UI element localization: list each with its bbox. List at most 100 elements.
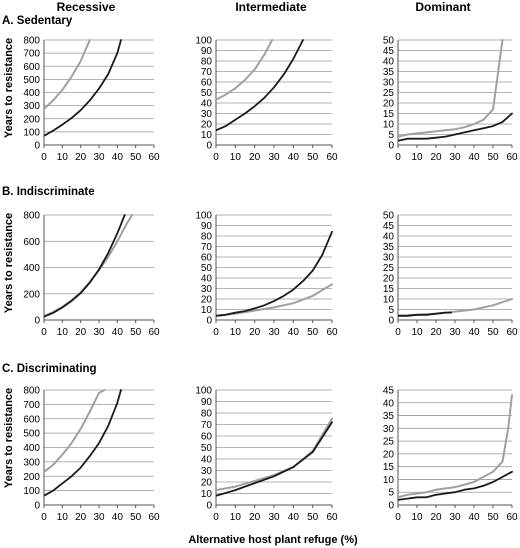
x-tick-label: 20 (430, 512, 442, 523)
x-tick-label: 40 (288, 512, 300, 523)
x-tick-label: 0 (213, 512, 219, 523)
row-label-sedentary: A. Sedentary (2, 15, 73, 27)
y-tick-label: 200 (23, 289, 40, 300)
y-tick-label: 800 (23, 386, 40, 397)
y-tick-label: 15 (383, 462, 395, 473)
series-line-gray (216, 39, 274, 101)
y-tick-label: 50 (383, 36, 395, 47)
series-line-black (398, 311, 453, 317)
x-tick-label: 10 (230, 152, 242, 163)
x-tick-label: 50 (130, 327, 142, 338)
y-tick-label: 35 (383, 242, 395, 253)
x-tick-label: 20 (75, 512, 87, 523)
x-tick-label: 20 (75, 152, 87, 163)
x-tick-label: 60 (148, 327, 160, 338)
x-tick-label: 0 (213, 152, 219, 163)
x-tick-label: 20 (75, 327, 87, 338)
y-tick-label: 30 (201, 466, 213, 477)
x-tick-label: 0 (395, 512, 401, 523)
x-tick-label: 30 (93, 512, 105, 523)
y-tick-label: 90 (201, 46, 213, 57)
series-line-gray (216, 283, 333, 317)
y-tick-label: 20 (383, 99, 395, 110)
y-tick-label: 700 (23, 400, 40, 411)
series-line-gray (398, 394, 513, 499)
x-tick-label: 60 (506, 152, 518, 163)
y-tick-label: 100 (23, 486, 40, 497)
y-tick-label: 45 (383, 386, 395, 397)
y-tick-label: 40 (201, 274, 213, 285)
y-tick-label: 10 (201, 489, 213, 500)
x-tick-label: 20 (249, 327, 261, 338)
y-tick-label: 0 (34, 316, 40, 327)
y-tick-label: 200 (23, 114, 40, 125)
series-line-gray (398, 39, 504, 138)
x-tick-label: 10 (230, 327, 242, 338)
x-tick-label: 50 (307, 152, 319, 163)
y-tick-label: 15 (383, 284, 395, 295)
y-tick-label: 50 (201, 88, 213, 99)
series-line-gray (398, 298, 513, 317)
x-tick-label: 50 (487, 152, 499, 163)
y-tick-label: 10 (201, 305, 213, 316)
y-tick-label: 100 (195, 211, 212, 222)
y-tick-label: 15 (383, 109, 395, 120)
row-label-indiscriminate: B. Indiscriminate (2, 186, 95, 198)
series-line-gray (44, 389, 106, 473)
series-line-black (216, 39, 304, 132)
x-tick-label: 40 (112, 512, 124, 523)
x-tick-label: 60 (506, 327, 518, 338)
x-tick-label: 10 (57, 152, 69, 163)
y-tick-label: 30 (201, 284, 213, 295)
y-tick-label: 35 (383, 411, 395, 422)
x-tick-label: 20 (430, 152, 442, 163)
series-line-black (216, 230, 333, 317)
x-tick-label: 40 (112, 327, 124, 338)
x-tick-label: 10 (411, 327, 423, 338)
y-tick-label: 400 (23, 88, 40, 99)
x-tick-label: 10 (411, 152, 423, 163)
y-tick-label: 30 (383, 78, 395, 89)
y-axis-label-row-a: Years to resistance (3, 38, 15, 138)
y-tick-label: 0 (206, 501, 212, 512)
y-tick-label: 800 (23, 211, 40, 222)
panel-b-recessive: 0 200 400 600 800 0 10 20 30 40 50 60 (23, 211, 160, 339)
x-tick-label: 30 (449, 152, 461, 163)
y-tick-label: 800 (23, 36, 40, 47)
y-tick-label: 400 (23, 443, 40, 454)
series-line-black (398, 470, 513, 501)
y-tick-label: 600 (23, 414, 40, 425)
x-tick-label: 60 (326, 327, 338, 338)
y-tick-label: 0 (388, 141, 394, 152)
x-tick-label: 50 (487, 512, 499, 523)
series-line-black (44, 39, 122, 137)
y-tick-label: 90 (201, 221, 213, 232)
y-tick-label: 40 (383, 57, 395, 68)
y-tick-label: 30 (383, 424, 395, 435)
y-tick-label: 500 (23, 75, 40, 86)
y-tick-label: 80 (201, 409, 213, 420)
x-tick-label: 30 (268, 512, 280, 523)
y-tick-label: 30 (383, 253, 395, 264)
y-tick-label: 25 (383, 437, 395, 448)
y-tick-label: 45 (383, 221, 395, 232)
x-tick-label: 60 (148, 512, 160, 523)
y-tick-label: 10 (383, 120, 395, 131)
y-tick-label: 25 (383, 263, 395, 274)
x-tick-label: 30 (449, 512, 461, 523)
x-tick-label: 40 (468, 152, 480, 163)
x-tick-label: 60 (326, 512, 338, 523)
y-tick-label: 600 (23, 237, 40, 248)
y-tick-label: 40 (201, 455, 213, 466)
y-tick-label: 60 (201, 253, 213, 264)
row-label-discriminating: C. Discriminating (2, 363, 97, 375)
y-axis-label-row-b: Years to resistance (3, 213, 15, 313)
y-tick-label: 25 (383, 88, 395, 99)
x-tick-label: 40 (468, 327, 480, 338)
y-tick-label: 20 (383, 449, 395, 460)
